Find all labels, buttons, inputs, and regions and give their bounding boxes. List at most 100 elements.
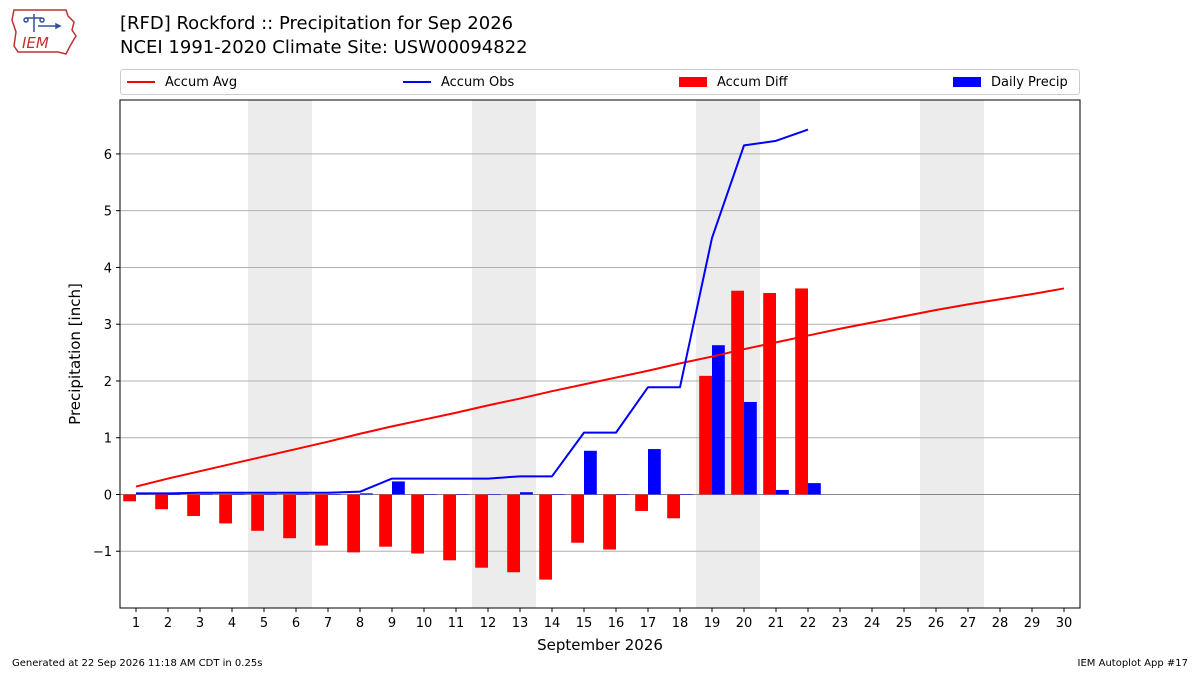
chart-subtitle: NCEI 1991-2020 Climate Site: USW00094822 (120, 37, 528, 58)
bar-daily-precip (296, 494, 309, 495)
gridlines (120, 153, 1080, 552)
bar-accum-diff (347, 494, 360, 553)
lines (135, 128, 1065, 495)
bar-daily-precip (488, 494, 501, 495)
footer-app: IEM Autoplot App #17 (1077, 658, 1188, 669)
bar-daily-precip (776, 489, 789, 495)
weekend-band (920, 100, 984, 608)
x-tick-label: 23 (832, 616, 849, 631)
y-tick-label: 2 (104, 375, 112, 390)
iem-logo: IEM (11, 9, 77, 55)
legend: Accum Avg Accum Obs Accum Diff Daily Pre… (120, 69, 1080, 95)
x-tick-label: 11 (448, 616, 465, 631)
line-accum-avg (135, 287, 1065, 488)
x-tick-label: 6 (292, 616, 300, 631)
bar-daily-precip (584, 450, 597, 495)
x-tick-label: 21 (768, 616, 785, 631)
logo-text: IEM (22, 34, 49, 52)
bar-accum-diff (155, 494, 168, 510)
x-tick-label: 22 (800, 616, 817, 631)
legend-swatch-accum-obs (403, 81, 431, 83)
x-tick-label: 1 (132, 616, 140, 631)
bar-accum-diff (795, 288, 808, 495)
legend-swatch-daily-precip (953, 77, 981, 87)
legend-item-accum-obs: Accum Obs (403, 70, 514, 94)
bar-accum-diff (763, 292, 776, 495)
bar-daily-precip (680, 494, 693, 495)
x-tick-label: 2 (164, 616, 172, 631)
bar-accum-diff (635, 494, 648, 511)
bar-accum-diff (123, 494, 136, 502)
x-tick-label: 30 (1056, 616, 1073, 631)
x-tick-label: 15 (576, 616, 593, 631)
bar-daily-precip (456, 494, 469, 495)
y-tick-label: 1 (104, 432, 112, 447)
legend-item-daily-precip: Daily Precip (953, 70, 1068, 94)
bar-daily-precip (168, 494, 181, 495)
weekend-shading (248, 100, 984, 608)
bar-daily-precip (808, 483, 821, 495)
bar-accum-diff (507, 494, 520, 573)
x-tick-label: 18 (672, 616, 689, 631)
legend-swatch-accum-avg (127, 81, 155, 83)
bar-daily-precip (264, 494, 277, 495)
bar-accum-diff (731, 290, 744, 495)
bar-accum-diff (539, 494, 552, 580)
y-tick-label: 5 (104, 205, 112, 220)
legend-label-accum-diff: Accum Diff (717, 74, 788, 90)
weekend-band (696, 100, 760, 608)
bar-accum-diff (187, 494, 200, 517)
bar-daily-precip (136, 493, 149, 495)
x-tick-label: 25 (896, 616, 913, 631)
bar-daily-precip (744, 401, 757, 495)
bar-daily-precip (712, 345, 725, 495)
x-tick-label: 16 (608, 616, 625, 631)
bars (123, 288, 821, 580)
legend-item-accum-avg: Accum Avg (127, 70, 237, 94)
y-tick-label: −1 (93, 545, 112, 560)
bar-daily-precip (328, 494, 341, 495)
bar-daily-precip (360, 493, 373, 495)
chart-title: [RFD] Rockford :: Precipitation for Sep … (120, 13, 514, 34)
x-tick-label: 8 (356, 616, 364, 631)
y-tick-label: 0 (104, 488, 112, 503)
bar-daily-precip (424, 494, 437, 495)
bar-accum-diff (283, 494, 296, 539)
x-tick-label: 10 (416, 616, 433, 631)
x-tick-label: 4 (228, 616, 236, 631)
x-tick-label: 7 (324, 616, 332, 631)
x-tick-label: 29 (1024, 616, 1041, 631)
bar-daily-precip (232, 494, 245, 495)
bar-accum-diff (411, 494, 424, 554)
bar-daily-precip (392, 481, 405, 495)
bar-accum-diff (667, 494, 680, 519)
y-axis-label: Precipitation [inch] (66, 283, 84, 425)
bar-accum-diff (443, 494, 456, 561)
legend-label-accum-obs: Accum Obs (441, 74, 515, 90)
y-tick-label: 3 (104, 318, 112, 333)
x-tick-label: 3 (196, 616, 204, 631)
x-tick-label: 14 (544, 616, 561, 631)
bar-accum-diff (251, 494, 264, 531)
x-tick-label: 19 (704, 616, 721, 631)
plot-frame (119, 99, 1081, 609)
legend-swatch-accum-diff (679, 77, 707, 87)
bar-daily-precip (616, 494, 629, 495)
x-tick-label: 13 (512, 616, 529, 631)
legend-label-accum-avg: Accum Avg (165, 74, 238, 90)
y-tick-label: 4 (104, 261, 112, 276)
bar-accum-diff (315, 494, 328, 546)
weekend-band (248, 100, 312, 608)
bar-accum-diff (475, 494, 488, 568)
bar-daily-precip (200, 493, 213, 495)
bar-daily-precip (520, 492, 533, 495)
legend-item-accum-diff: Accum Diff (679, 70, 788, 94)
legend-label-daily-precip: Daily Precip (991, 74, 1068, 90)
x-tick-label: 20 (736, 616, 753, 631)
x-tick-label: 12 (480, 616, 497, 631)
x-tick-label: 9 (388, 616, 396, 631)
x-axis-label: September 2026 (537, 636, 663, 654)
x-tick-label: 28 (992, 616, 1009, 631)
